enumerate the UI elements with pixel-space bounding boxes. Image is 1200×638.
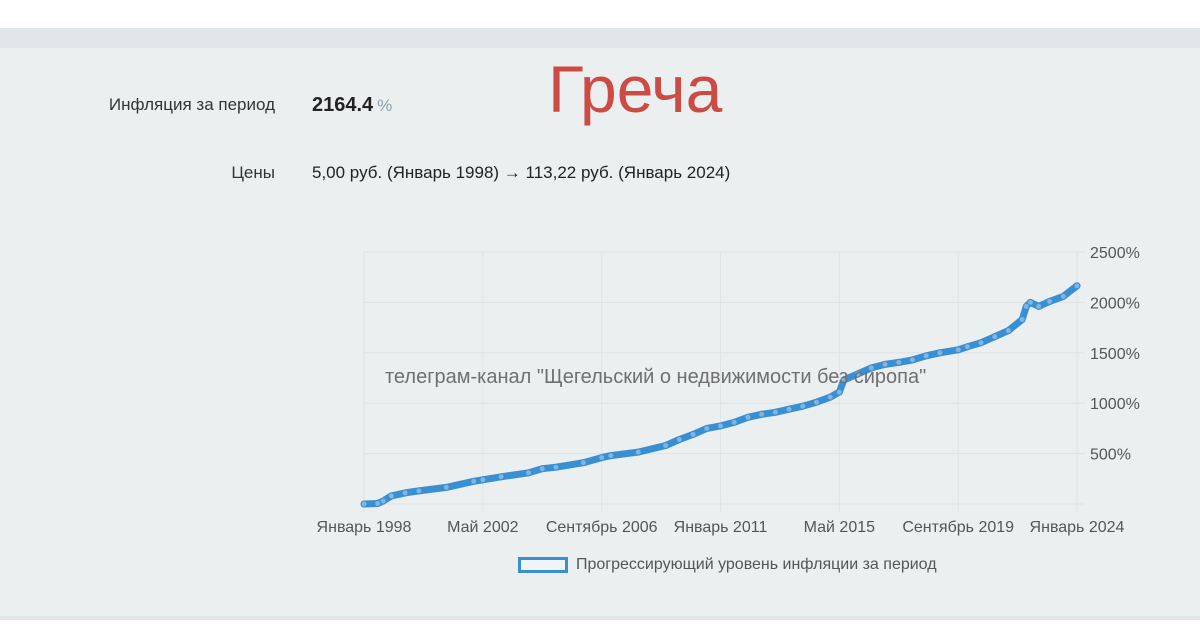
- data-point: [812, 398, 820, 406]
- x-tick-label: Январь 2024: [1030, 519, 1125, 536]
- data-point: [1059, 292, 1067, 300]
- data-point: [991, 333, 999, 341]
- inflation-label: Инфляция за период: [108, 95, 275, 114]
- data-point: [470, 477, 478, 485]
- series-line: [360, 282, 1081, 508]
- data-point: [607, 452, 615, 460]
- x-tick-label: Май 2002: [447, 519, 518, 536]
- data-point: [538, 465, 546, 473]
- prices-value: 5,00 руб. (Январь 1998) → 113,22 руб. (Я…: [312, 163, 731, 182]
- data-point: [379, 497, 387, 505]
- data-point: [1018, 316, 1026, 324]
- inflation-value-row: 2164.4%: [312, 94, 392, 117]
- data-point: [799, 402, 807, 410]
- x-tick-label: Май 2015: [804, 519, 875, 536]
- data-point: [963, 343, 971, 351]
- data-point: [479, 476, 487, 484]
- x-tick-label: Январь 1998: [317, 519, 412, 536]
- data-point: [1046, 297, 1054, 305]
- data-point: [360, 500, 368, 508]
- data-point: [936, 349, 944, 357]
- inflation-unit: %: [377, 96, 393, 115]
- data-point: [771, 408, 779, 416]
- data-point: [598, 454, 606, 462]
- data-point: [525, 469, 533, 477]
- prices-label: Цены: [231, 163, 275, 182]
- x-tick-label: Сентябрь 2006: [546, 519, 658, 536]
- data-point: [1022, 302, 1030, 310]
- data-point: [689, 430, 697, 438]
- chart-legend[interactable]: Прогрессирующий уровень инфляции за пери…: [518, 556, 937, 574]
- x-tick-label: Сентябрь 2019: [902, 519, 1014, 536]
- data-point: [497, 473, 505, 481]
- data-point: [415, 487, 423, 495]
- data-point: [401, 489, 409, 497]
- y-tick-label: 2000%: [1090, 295, 1140, 312]
- data-point: [1026, 298, 1034, 306]
- data-point: [881, 360, 889, 368]
- watermark-text: телеграм-канал "Щегельский о недвижимост…: [385, 366, 927, 388]
- data-point: [1073, 282, 1081, 290]
- data-point: [730, 418, 738, 426]
- data-point: [922, 352, 930, 360]
- data-point: [703, 424, 711, 432]
- data-point: [895, 358, 903, 366]
- data-point: [552, 463, 560, 471]
- data-point: [579, 459, 587, 467]
- data-point: [1035, 302, 1043, 310]
- inflation-value: 2164.4: [312, 94, 374, 116]
- y-tick-label: 1000%: [1090, 396, 1140, 413]
- top-band: [0, 28, 1200, 48]
- bottom-band: [0, 616, 1200, 620]
- data-point: [840, 376, 848, 384]
- data-point: [387, 492, 395, 500]
- page-title: Греча: [548, 52, 723, 126]
- x-tick-label: Январь 2011: [674, 519, 768, 536]
- data-point: [835, 388, 843, 396]
- data-point: [977, 339, 985, 347]
- data-point: [758, 410, 766, 418]
- legend-label: Прогрессирующий уровень инфляции за пери…: [576, 556, 937, 573]
- data-point: [675, 435, 683, 443]
- y-tick-label: 2500%: [1090, 245, 1140, 262]
- y-tick-label: 500%: [1090, 447, 1131, 464]
- data-point: [954, 346, 962, 354]
- data-point: [717, 422, 724, 430]
- legend-swatch: [518, 557, 568, 573]
- data-point: [826, 393, 834, 401]
- data-point: [744, 413, 752, 421]
- y-tick-label: 1500%: [1090, 346, 1140, 363]
- data-point: [785, 405, 793, 413]
- data-point: [908, 356, 916, 364]
- data-point: [867, 364, 875, 372]
- data-point: [662, 442, 670, 450]
- data-point: [634, 448, 642, 456]
- data-point: [1004, 327, 1012, 335]
- data-point: [442, 483, 450, 491]
- data-point: [854, 370, 862, 378]
- data-point: [374, 499, 382, 507]
